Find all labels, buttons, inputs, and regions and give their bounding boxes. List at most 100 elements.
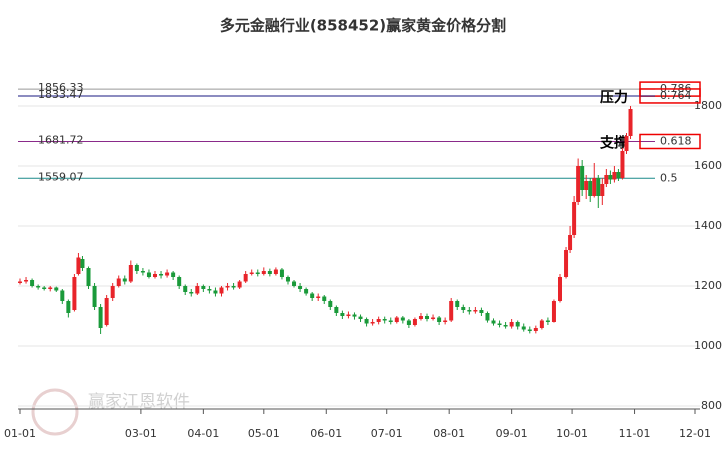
candle-body [30, 280, 35, 286]
candle-body [485, 313, 490, 321]
candle-body [455, 301, 460, 307]
x-tick-label: 05-01 [248, 427, 280, 440]
candle-body [382, 319, 387, 321]
candle-body [497, 323, 502, 325]
candle-body [539, 320, 544, 328]
candle-body [376, 319, 381, 322]
candle-body [340, 313, 345, 316]
watermark-logo [31, 388, 79, 436]
candle-body [628, 109, 633, 136]
candle-body [509, 322, 514, 327]
candle-body [66, 301, 71, 313]
level-price: 1559.07 [38, 170, 84, 183]
x-tick-label: 06-01 [310, 427, 342, 440]
candle-body [527, 329, 532, 331]
candle-body [558, 277, 562, 301]
candle-body [479, 310, 484, 313]
y-tick-label: 1600 [694, 159, 722, 172]
candle-body [183, 286, 188, 292]
candle-body [134, 265, 139, 271]
level-price: 1856.33 [38, 81, 84, 94]
x-tick-label: 01-01 [4, 427, 36, 440]
candle-body [122, 278, 127, 282]
candle-body [201, 286, 206, 289]
candle-body [612, 172, 617, 180]
level-ratio: 0.5 [660, 171, 678, 184]
candle-body [207, 289, 212, 291]
candle-body [515, 322, 520, 327]
candle-body [584, 181, 589, 190]
candle-body [576, 166, 581, 202]
candle-body [86, 268, 91, 286]
candle-body [418, 316, 423, 319]
candle-body [461, 307, 466, 310]
x-tick-label: 08-01 [433, 427, 465, 440]
candle-body [128, 265, 133, 282]
candle-body [437, 317, 442, 322]
candle-body [503, 325, 508, 327]
x-tick-label: 10-01 [556, 427, 588, 440]
candle-body [189, 292, 194, 294]
candle-body [243, 274, 248, 282]
candle-body [406, 320, 411, 325]
candle-body [304, 289, 309, 294]
candle-body [592, 178, 597, 196]
level-ratio: 0.764 [660, 89, 692, 102]
candle-body [159, 274, 164, 276]
candle-body [225, 286, 230, 288]
candle-body [449, 301, 454, 321]
y-tick-label: 1200 [694, 279, 722, 292]
candle-body [279, 269, 284, 277]
candle-body [255, 272, 260, 274]
candle-body [568, 235, 573, 250]
candle-body [60, 290, 65, 301]
candle-body [551, 301, 556, 322]
candle-body [431, 317, 436, 319]
candle-body [76, 257, 81, 274]
candle-body [352, 314, 357, 317]
x-tick-label: 04-01 [187, 427, 219, 440]
level-ratio: 0.618 [660, 134, 692, 147]
candle-body [491, 320, 496, 324]
candle-body [322, 296, 327, 301]
candle-body [545, 320, 550, 322]
x-tick-label: 03-01 [125, 427, 157, 440]
candle-body [36, 286, 41, 288]
candle-body [153, 274, 157, 277]
candle-body [177, 277, 182, 286]
candle-body [104, 298, 109, 325]
candle-body [412, 319, 417, 325]
candle-body [358, 316, 363, 319]
candle-body [213, 290, 218, 294]
x-tick-label: 07-01 [371, 427, 403, 440]
candle-body [219, 287, 224, 294]
x-tick-label: 11-01 [619, 427, 651, 440]
candle-body [110, 286, 115, 298]
candle-body [588, 181, 593, 196]
candle-body [42, 287, 47, 289]
candle-body [425, 316, 430, 319]
candle-body [600, 184, 605, 196]
candle-body [24, 280, 29, 282]
candle-body [273, 269, 278, 274]
level-price: 1681.72 [38, 133, 84, 146]
candle-body [48, 287, 53, 289]
candle-body [388, 320, 393, 322]
candle-body [285, 277, 290, 282]
candle-body [467, 310, 472, 312]
candle-body [328, 301, 333, 307]
candle-body [394, 317, 399, 322]
candle-body [620, 151, 625, 178]
candle-body [92, 286, 97, 307]
candle-body [564, 250, 569, 277]
candle-body [608, 175, 613, 180]
annotation: 压力 [600, 89, 628, 106]
candle-body [443, 320, 448, 322]
candle-body [292, 281, 297, 286]
candle-body [18, 281, 22, 283]
candle-body [249, 272, 254, 274]
candle-body [604, 175, 609, 184]
candle-body [54, 287, 59, 291]
candle-body [616, 172, 621, 178]
